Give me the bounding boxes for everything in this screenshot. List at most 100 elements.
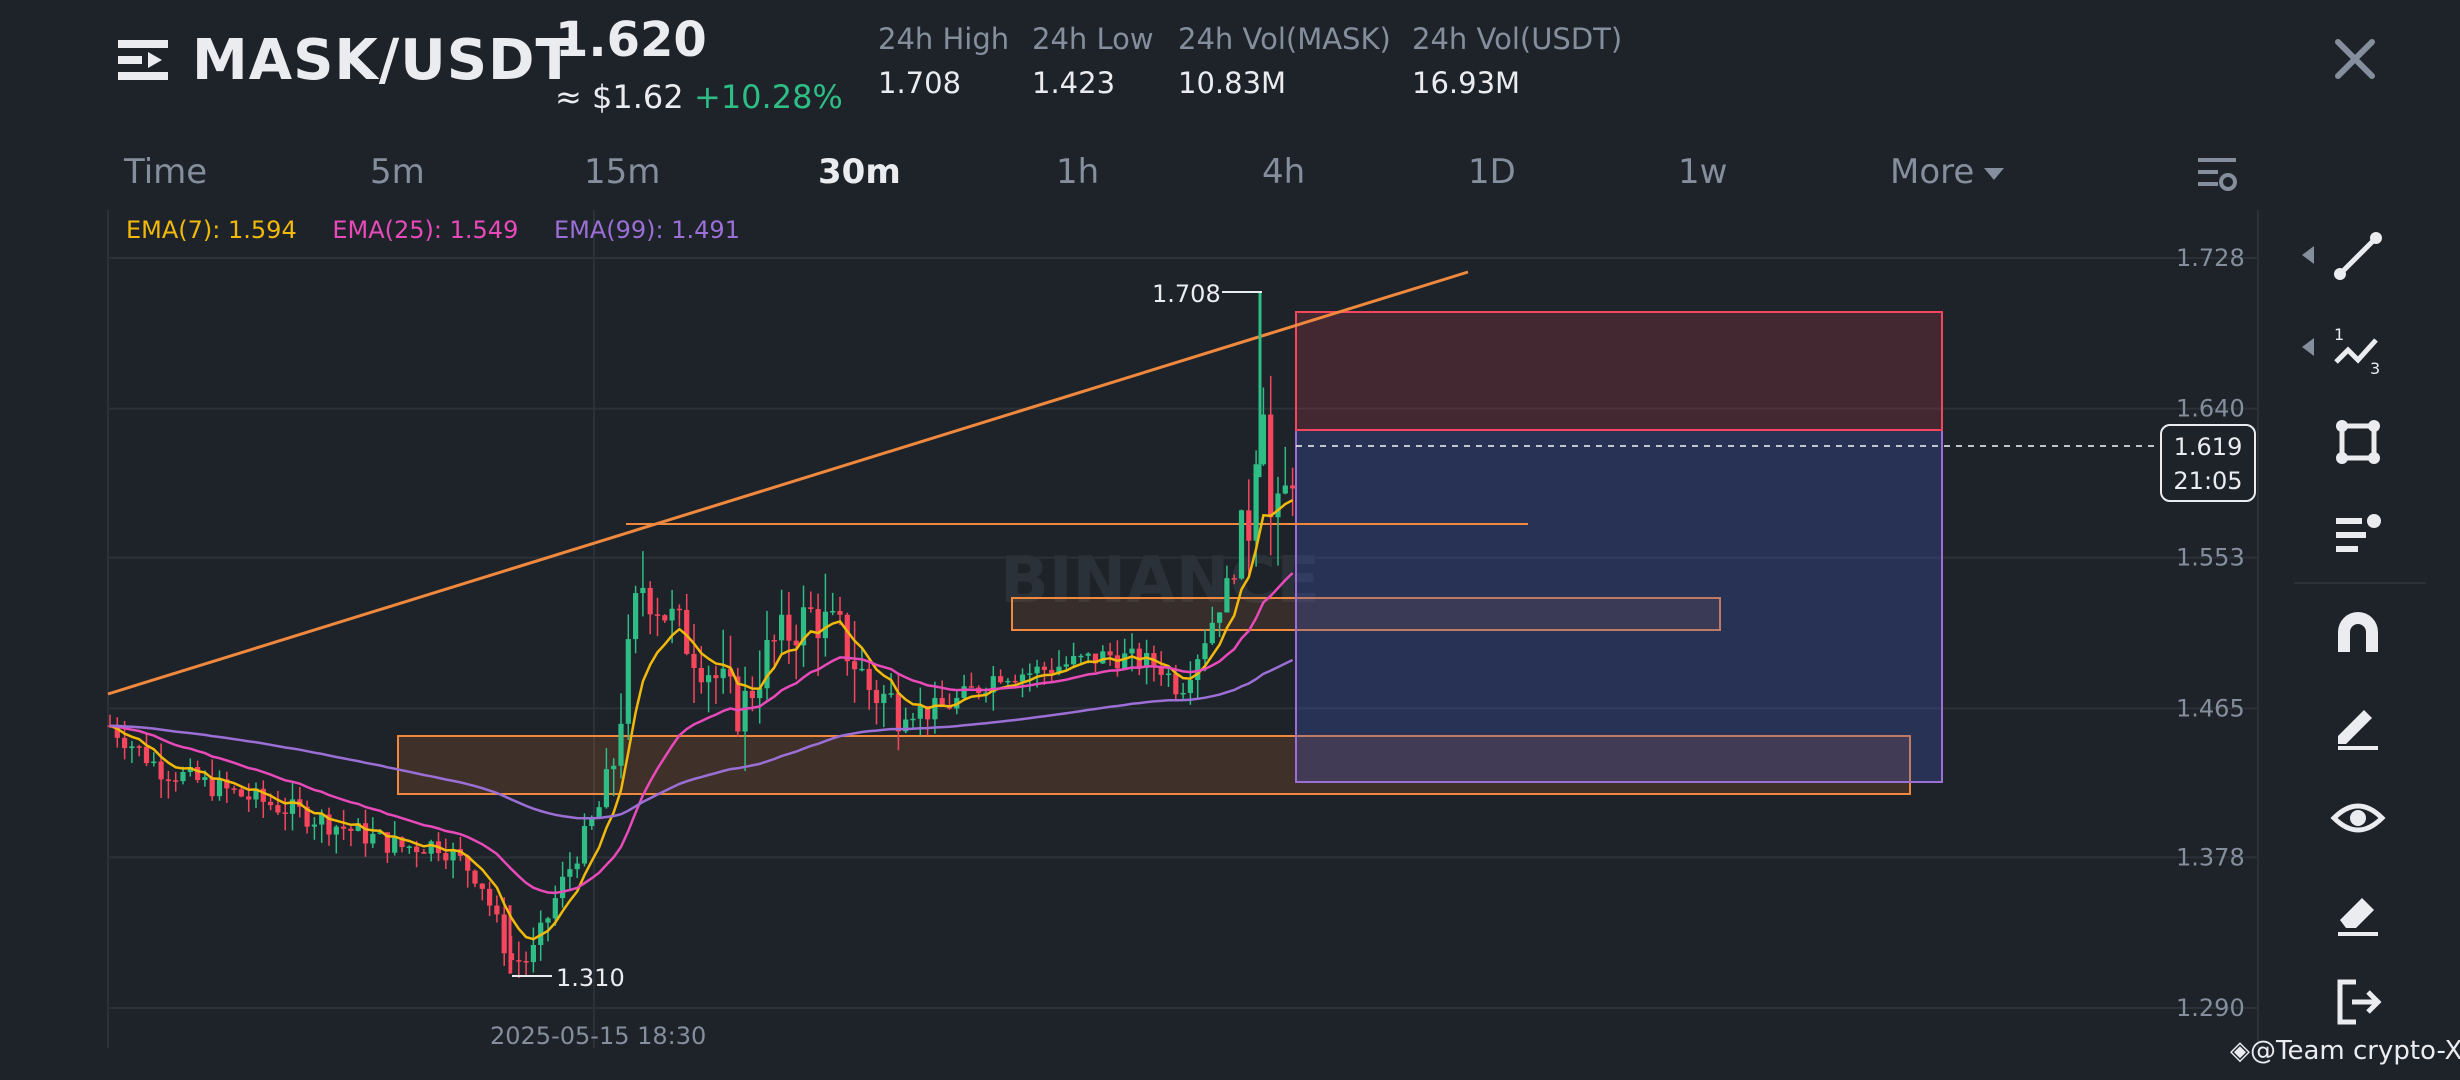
tab-15m[interactable]: 15m [584,152,661,192]
candle-body [165,779,171,781]
tab-1w[interactable]: 1w [1678,152,1728,192]
candle-body [903,719,909,732]
candle-body [1085,653,1091,656]
candle-body [684,609,690,654]
candle-body [260,788,266,802]
candle-body [1290,485,1296,489]
chart-settings-icon[interactable] [2196,154,2238,196]
caret-down-icon [1984,167,2005,180]
watermark: ◈@Team crypto-X [2230,1036,2460,1066]
candle-body [143,746,150,764]
candle-body [786,614,792,641]
stat-24h-high: 24h High 1.708 [878,22,1009,100]
ema7-label: EMA(7): 1.594 [126,216,297,244]
candle-body [384,832,390,853]
tab-30m[interactable]: 30m [818,152,901,192]
tab-time[interactable]: Time [124,152,208,192]
stat-value: 1.423 [1032,66,1116,100]
candle-body [881,693,887,704]
candle-body [1275,493,1281,518]
candle-body [421,852,427,854]
candle-body [341,826,347,829]
candle-body [487,888,493,906]
candle-body [589,818,595,827]
y-tick-label: 1.465 [2176,694,2245,722]
candle-body [647,587,653,615]
candle-body [1187,680,1193,693]
candle-body [1078,655,1084,658]
stat-24h-vol-mask: 24h Vol(MASK) 10.83M [1178,22,1391,100]
candle-body [158,761,164,780]
candle-body [545,918,551,923]
shape-icon[interactable] [2330,414,2386,470]
y-tick-label: 1.290 [2176,994,2245,1022]
candle-body [698,668,704,683]
candle-body [1027,673,1033,675]
candle-body [706,675,712,683]
ema-99-line [109,658,1294,820]
candle-body [662,615,668,621]
magnet-icon[interactable] [2330,604,2386,660]
high-marker-label: 1.708 [1152,280,1221,308]
candle-body [961,686,967,698]
candle-body [516,960,522,962]
stat-24h-vol-usdt: 24h Vol(USDT) 16.93M [1412,22,1622,100]
candle-body [1041,666,1047,670]
tab-more[interactable]: More [1890,152,2005,192]
candle-body [837,611,843,615]
candle-body [633,593,639,640]
candle-body [414,846,420,853]
candle-body [603,769,609,808]
stat-value: 16.93M [1412,66,1521,100]
candle-body [1092,653,1099,664]
candle-body [253,788,259,800]
candle-body [1238,510,1245,579]
last-price: 1.620 [555,12,707,68]
candle-body [560,876,566,899]
candle-body [691,653,697,669]
stat-24h-low: 24h Low 1.423 [1032,22,1154,100]
exit-icon[interactable] [2330,974,2386,1030]
candle-body [129,746,135,749]
candle-body [268,801,274,806]
tab-1h[interactable]: 1h [1056,152,1100,192]
candle-body [173,780,179,782]
stat-label: 24h Vol(USDT) [1412,22,1623,56]
candle-body [654,614,661,616]
price-chart[interactable]: 1.728 1.640 1.553 1.465 1.378 1.290 2025-05-15… [0,210,2260,1080]
candle-body [1246,510,1252,541]
tab-1d[interactable]: 1D [1468,152,1516,192]
pair-name[interactable]: MASK/USDT [192,28,575,93]
trend-line-icon[interactable] [2330,228,2386,284]
close-icon[interactable] [2330,34,2380,84]
ema25-label: EMA(25): 1.549 [332,216,519,244]
candle-body [779,614,785,641]
candle-body [925,706,931,720]
eye-icon[interactable] [2330,790,2386,846]
caret-left-icon [2302,338,2314,356]
candle-body [1180,692,1186,695]
menu-icon[interactable] [118,36,168,84]
timeframe-tabs: Time 5m 15m 30m 1h 4h 1D 1w More [0,140,2460,210]
candle-body [224,779,230,789]
candle-body [326,814,332,835]
candle-body [311,824,317,827]
tab-4h[interactable]: 4h [1262,152,1306,192]
candle-body [859,668,865,671]
pencil-icon[interactable] [2330,696,2386,752]
chart-watermark: BINANCE [1000,544,1320,618]
ema99-label: EMA(99): 1.491 [553,216,740,244]
candle-body [1144,653,1150,668]
candle-body [742,690,748,732]
stat-value: 1.708 [878,66,962,100]
indicator-icon[interactable] [2330,508,2386,564]
tab-5m[interactable]: 5m [370,152,425,192]
eraser-icon[interactable] [2330,882,2386,938]
svg-text:3: 3 [2370,359,2380,378]
stat-value: 10.83M [1178,66,1287,100]
candle-body [822,611,828,639]
candle-body [319,814,325,825]
candle-body [180,772,186,782]
long-position-target [1295,429,1943,783]
